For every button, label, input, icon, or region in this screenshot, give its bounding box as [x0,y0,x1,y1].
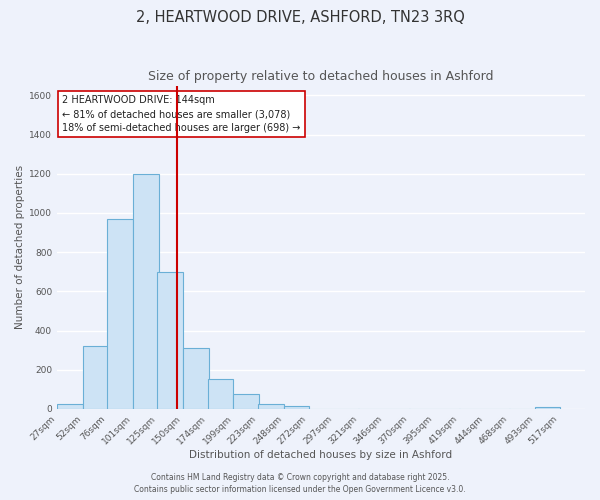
Text: 2, HEARTWOOD DRIVE, ASHFORD, TN23 3RQ: 2, HEARTWOOD DRIVE, ASHFORD, TN23 3RQ [136,10,464,25]
Bar [107,219,133,409]
X-axis label: Distribution of detached houses by size in Ashford: Distribution of detached houses by size … [190,450,452,460]
Text: 2 HEARTWOOD DRIVE: 144sqm
← 81% of detached houses are smaller (3,078)
18% of se: 2 HEARTWOOD DRIVE: 144sqm ← 81% of detac… [62,96,301,134]
Bar [57,404,83,409]
Bar [208,378,233,409]
Bar [535,407,560,409]
Bar [183,348,209,409]
Bar [157,272,183,409]
Bar [258,404,284,409]
Bar [133,174,158,409]
Bar [233,394,259,409]
Title: Size of property relative to detached houses in Ashford: Size of property relative to detached ho… [148,70,494,83]
Y-axis label: Number of detached properties: Number of detached properties [15,165,25,330]
Bar [284,406,309,409]
Text: Contains HM Land Registry data © Crown copyright and database right 2025.
Contai: Contains HM Land Registry data © Crown c… [134,473,466,494]
Bar [83,346,108,409]
